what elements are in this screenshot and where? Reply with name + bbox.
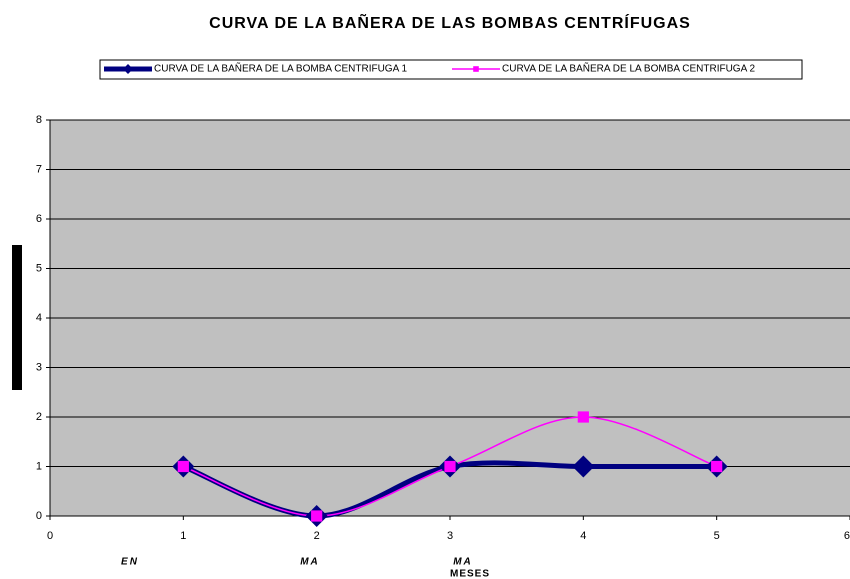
x-tick-label: 2 (314, 530, 320, 542)
marker (311, 510, 323, 522)
marker (177, 460, 189, 473)
marker (577, 411, 589, 423)
marker (711, 460, 723, 473)
y-tick-label: 1 (36, 460, 42, 472)
x-tick-label: 3 (447, 530, 453, 542)
y-tick-label: 7 (36, 163, 42, 175)
x-tick-label: 5 (714, 530, 720, 542)
category-label: EN (121, 557, 139, 568)
y-tick-label: 3 (36, 361, 42, 373)
x-tick-label: 1 (180, 530, 186, 542)
y-axis-title-block (12, 245, 22, 390)
category-label: MA (453, 557, 473, 568)
marker (444, 460, 456, 473)
marker (572, 455, 595, 478)
chart-title: CURVA DE LA BAÑERA DE LAS BOMBAS CENTRÍF… (209, 12, 691, 32)
y-tick-label: 0 (36, 510, 42, 522)
y-tick-label: 5 (36, 262, 42, 274)
y-tick-label: 4 (36, 312, 42, 324)
x-tick-label: 0 (47, 530, 53, 542)
legend-label: CURVA DE LA BAÑERA DE LA BOMBA CENTRIFUG… (502, 62, 755, 75)
x-axis-title: MESES (450, 569, 490, 579)
x-tick-label: 6 (844, 530, 850, 542)
marker (123, 64, 133, 74)
marker (473, 66, 479, 72)
y-tick-label: 8 (36, 114, 42, 126)
category-label: MA (300, 557, 320, 568)
legend-box (99, 59, 803, 80)
x-tick-label: 4 (580, 530, 586, 542)
y-tick-label: 2 (36, 411, 42, 423)
legend-label: CURVA DE LA BAÑERA DE LA BOMBA CENTRIFUG… (154, 62, 407, 75)
y-tick-label: 6 (36, 213, 42, 225)
